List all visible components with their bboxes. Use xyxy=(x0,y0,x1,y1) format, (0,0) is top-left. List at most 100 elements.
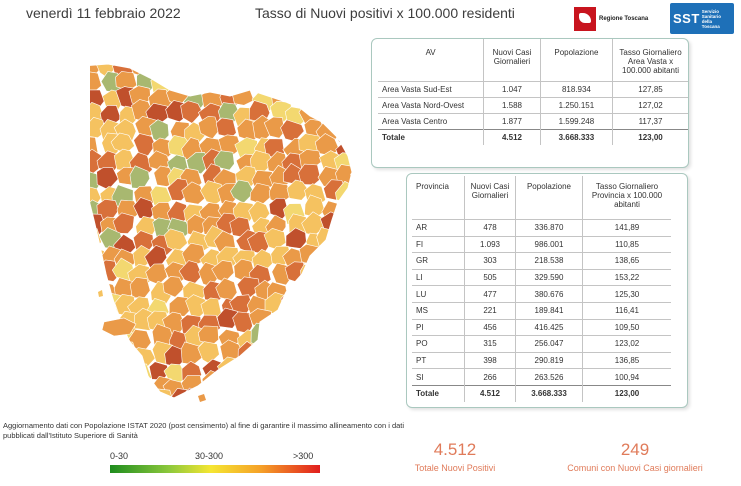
municipality-cell[interactable] xyxy=(127,363,153,386)
municipality-cell[interactable] xyxy=(302,386,326,409)
municipality-cell[interactable] xyxy=(115,375,138,399)
municipality-cell[interactable] xyxy=(286,74,310,98)
municipality-cell[interactable] xyxy=(97,393,119,410)
municipality-cell[interactable] xyxy=(98,362,123,386)
municipality-cell[interactable] xyxy=(180,73,202,96)
municipality-cell[interactable] xyxy=(299,243,321,266)
municipality-cell[interactable] xyxy=(321,359,345,383)
municipality-cell[interactable] xyxy=(253,355,275,379)
municipality-cell[interactable] xyxy=(90,279,106,304)
municipality-cell[interactable] xyxy=(249,182,273,205)
municipality-cell[interactable] xyxy=(115,360,140,384)
municipality-cell[interactable] xyxy=(262,344,288,365)
municipality-cell[interactable] xyxy=(341,60,361,62)
municipality-cell[interactable] xyxy=(334,338,357,362)
municipality-cell[interactable] xyxy=(270,60,294,75)
municipality-cell[interactable] xyxy=(263,116,285,139)
municipality-cell[interactable] xyxy=(349,392,373,410)
municipality-cell[interactable] xyxy=(253,386,278,410)
municipality-cell[interactable] xyxy=(233,60,257,67)
municipality-cell[interactable] xyxy=(317,340,339,362)
municipality-cell[interactable] xyxy=(299,357,322,381)
municipality-cell[interactable] xyxy=(236,393,258,411)
municipality-cell[interactable] xyxy=(235,359,258,381)
municipality-cell[interactable] xyxy=(218,60,239,76)
municipality-cell[interactable] xyxy=(116,387,143,410)
municipality-cell[interactable] xyxy=(164,60,189,80)
municipality-cell[interactable] xyxy=(284,324,308,348)
municipality-cell[interactable] xyxy=(321,259,344,282)
municipality-cell[interactable] xyxy=(355,202,375,225)
municipality-cell[interactable] xyxy=(202,65,227,90)
municipality-cell[interactable] xyxy=(333,214,356,237)
municipality-cell[interactable] xyxy=(135,60,159,66)
municipality-cell[interactable] xyxy=(347,187,372,210)
municipality-cell[interactable] xyxy=(335,122,358,146)
municipality-cell[interactable] xyxy=(164,60,186,62)
municipality-cell[interactable] xyxy=(331,393,356,410)
municipality-cell[interactable] xyxy=(282,377,305,398)
municipality-cell[interactable] xyxy=(314,374,340,398)
municipality-cell[interactable] xyxy=(90,116,106,139)
municipality-cell[interactable] xyxy=(90,357,102,380)
municipality-cell[interactable] xyxy=(355,245,377,269)
municipality-cell[interactable] xyxy=(334,261,356,284)
municipality-cell[interactable] xyxy=(255,67,277,91)
tuscany-municipalities-map[interactable] xyxy=(90,60,390,410)
municipality-cell[interactable] xyxy=(129,393,155,410)
municipality-cell[interactable] xyxy=(96,166,119,191)
municipality-cell[interactable] xyxy=(264,316,289,337)
municipality-cell[interactable] xyxy=(267,68,290,93)
municipality-cell[interactable] xyxy=(316,276,339,301)
municipality-cell[interactable] xyxy=(351,68,372,90)
municipality-cell[interactable] xyxy=(252,340,275,365)
municipality-cell[interactable] xyxy=(285,386,308,410)
municipality-cell[interactable] xyxy=(334,104,360,129)
municipality-cell[interactable] xyxy=(299,307,324,332)
municipality-cell[interactable] xyxy=(319,393,344,410)
municipality-cell[interactable] xyxy=(219,393,243,410)
municipality-cell[interactable] xyxy=(318,294,343,318)
municipality-cell[interactable] xyxy=(314,71,338,96)
municipality-cell[interactable] xyxy=(332,355,356,382)
municipality-cell[interactable] xyxy=(316,60,337,62)
municipality-cell[interactable] xyxy=(90,261,105,284)
municipality-cell[interactable] xyxy=(255,60,278,74)
municipality-cell[interactable] xyxy=(90,71,102,93)
municipality-cell[interactable] xyxy=(349,261,374,287)
municipality-cell[interactable] xyxy=(317,99,341,123)
municipality-cell[interactable] xyxy=(331,82,354,105)
municipality-cell[interactable] xyxy=(162,276,185,298)
municipality-cell[interactable] xyxy=(119,60,141,61)
municipality-cell[interactable] xyxy=(236,276,261,298)
municipality-cell[interactable] xyxy=(230,60,254,79)
municipality-cell[interactable] xyxy=(204,60,225,80)
municipality-cell[interactable] xyxy=(336,322,358,347)
municipality-cell[interactable] xyxy=(305,71,327,95)
municipality-cell[interactable] xyxy=(270,60,295,61)
municipality-cell[interactable] xyxy=(281,60,307,79)
municipality-cell[interactable] xyxy=(267,389,290,410)
municipality-cell[interactable] xyxy=(351,150,372,173)
municipality-cell[interactable] xyxy=(351,358,373,382)
municipality-cell[interactable] xyxy=(114,340,138,365)
municipality-cell[interactable] xyxy=(214,71,238,93)
municipality-cell[interactable] xyxy=(248,372,272,394)
municipality-cell[interactable] xyxy=(90,388,104,410)
municipality-cell[interactable] xyxy=(90,377,103,400)
municipality-cell[interactable] xyxy=(349,103,372,128)
municipality-cell[interactable] xyxy=(90,324,105,347)
municipality-cell[interactable] xyxy=(299,295,320,319)
municipality-cell[interactable] xyxy=(349,310,373,334)
municipality-cell[interactable] xyxy=(334,75,358,99)
municipality-cell[interactable] xyxy=(90,341,107,365)
municipality-cell[interactable] xyxy=(283,60,307,63)
municipality-cell[interactable] xyxy=(333,229,355,252)
municipality-cell[interactable] xyxy=(271,322,295,348)
municipality-cell[interactable] xyxy=(321,87,344,110)
municipality-cell[interactable] xyxy=(339,377,361,401)
municipality-cell[interactable] xyxy=(282,342,305,364)
municipality-cell[interactable] xyxy=(319,249,341,272)
municipality-cell[interactable] xyxy=(216,307,239,329)
municipality-cell[interactable] xyxy=(219,371,244,397)
